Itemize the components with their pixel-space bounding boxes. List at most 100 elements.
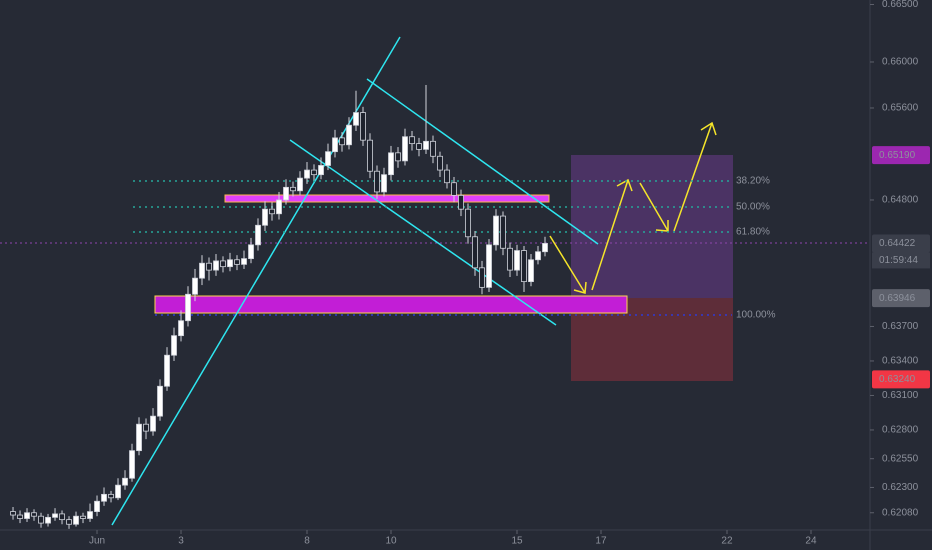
candle-body: [444, 169, 450, 184]
projection: [549, 121, 717, 294]
projection-arrow: [639, 182, 669, 232]
price-label-box: [872, 289, 930, 308]
candle-body: [52, 513, 58, 518]
y-tick-label: 0.63700: [882, 321, 919, 332]
price-label: 0.63946: [879, 293, 916, 304]
candle-body: [465, 208, 471, 238]
candle-body: [143, 423, 149, 432]
arrow-head: [700, 121, 717, 136]
candle-body: [346, 124, 352, 146]
x-tick-label: 8: [304, 536, 310, 547]
candle-body: [185, 293, 191, 322]
candle-body: [59, 513, 65, 521]
x-tick-label: 3: [178, 536, 184, 547]
candle-body: [339, 137, 345, 146]
candle-body: [360, 112, 366, 141]
projection-arrow: [591, 179, 629, 291]
x-tick-label: 24: [805, 536, 817, 547]
candle-body: [297, 177, 303, 192]
x-tick-label: Jun: [89, 536, 105, 547]
candle-body: [192, 277, 198, 295]
candle-body: [395, 152, 401, 162]
candle-body: [241, 258, 247, 265]
x-tick-label: 22: [721, 536, 733, 547]
candle-body: [290, 186, 296, 192]
candle-body: [45, 516, 51, 524]
candle-body: [507, 247, 513, 271]
candle-body: [171, 335, 177, 356]
candle-body: [10, 511, 16, 516]
arrow-head: [573, 281, 587, 294]
projection-arrow: [673, 122, 713, 232]
candle-body: [500, 215, 506, 249]
candle-body: [276, 199, 282, 215]
candle-body: [66, 519, 72, 525]
candle-body: [423, 140, 429, 150]
candle-body: [262, 208, 268, 226]
candle-body: [73, 515, 79, 525]
candle-body: [234, 259, 240, 265]
x-tick-label: 15: [511, 536, 523, 547]
candle-body: [17, 514, 23, 519]
candle-body: [94, 500, 100, 513]
candle-body: [248, 244, 254, 260]
price-label: 0.64422: [879, 238, 916, 249]
support-zone: [154, 295, 628, 314]
price-label-box: [872, 234, 930, 253]
y-tick-label: 0.66500: [882, 0, 919, 10]
candle-body: [486, 244, 492, 288]
y-tick-label: 0.66000: [882, 57, 919, 68]
candle-body: [374, 170, 380, 193]
candle-body: [157, 385, 163, 417]
y-tick-label: 0.64800: [882, 195, 919, 206]
trendline: [111, 36, 401, 526]
arrow-head: [655, 220, 669, 232]
resistance-zone: [224, 194, 550, 203]
price-label: 0.63240: [879, 374, 916, 385]
candle-body: [416, 143, 422, 150]
price-label: 0.65190: [879, 150, 916, 161]
profit-zone: [571, 155, 733, 298]
drawings: [0, 36, 870, 526]
candle-body: [24, 512, 30, 519]
candle-body: [164, 354, 170, 387]
countdown: 01:59:44: [879, 255, 918, 266]
arrow-head: [616, 178, 633, 192]
price-label-box: [872, 370, 930, 389]
y-tick-label: 0.63100: [882, 390, 919, 401]
candle-body: [136, 423, 142, 452]
projection-arrow: [549, 235, 586, 294]
candle-body: [311, 169, 317, 176]
candle-body: [430, 140, 436, 157]
fib-label: 100.00%: [736, 310, 776, 321]
candle-body: [283, 186, 289, 201]
candle-body: [325, 151, 331, 166]
candle-body: [38, 515, 44, 524]
candle-body: [353, 112, 359, 126]
candle-body: [150, 415, 156, 432]
candle-body: [381, 174, 387, 193]
fib-label: 61.80%: [736, 227, 770, 238]
countdown-box: [872, 252, 930, 269]
channel-top: [366, 78, 599, 245]
candle-body: [542, 243, 548, 253]
candle-body: [388, 152, 394, 176]
candle-body: [367, 139, 373, 172]
candle-body: [255, 224, 261, 246]
y-tick-label: 0.62550: [882, 453, 919, 464]
candle-body: [80, 515, 86, 519]
candle-body: [115, 484, 121, 499]
candle-body: [206, 262, 212, 271]
x-tick-label: 10: [385, 536, 397, 547]
candle-body: [213, 260, 219, 271]
candle-body: [178, 320, 184, 337]
candle-body: [101, 493, 107, 502]
candle-body: [227, 259, 233, 268]
y-tick-label: 0.62800: [882, 425, 919, 436]
y-tick-label: 0.62080: [882, 507, 919, 518]
candle-body: [220, 260, 226, 268]
candle-body: [437, 155, 443, 171]
price-label-box: [872, 146, 930, 165]
x-tick-label: 17: [595, 536, 607, 547]
